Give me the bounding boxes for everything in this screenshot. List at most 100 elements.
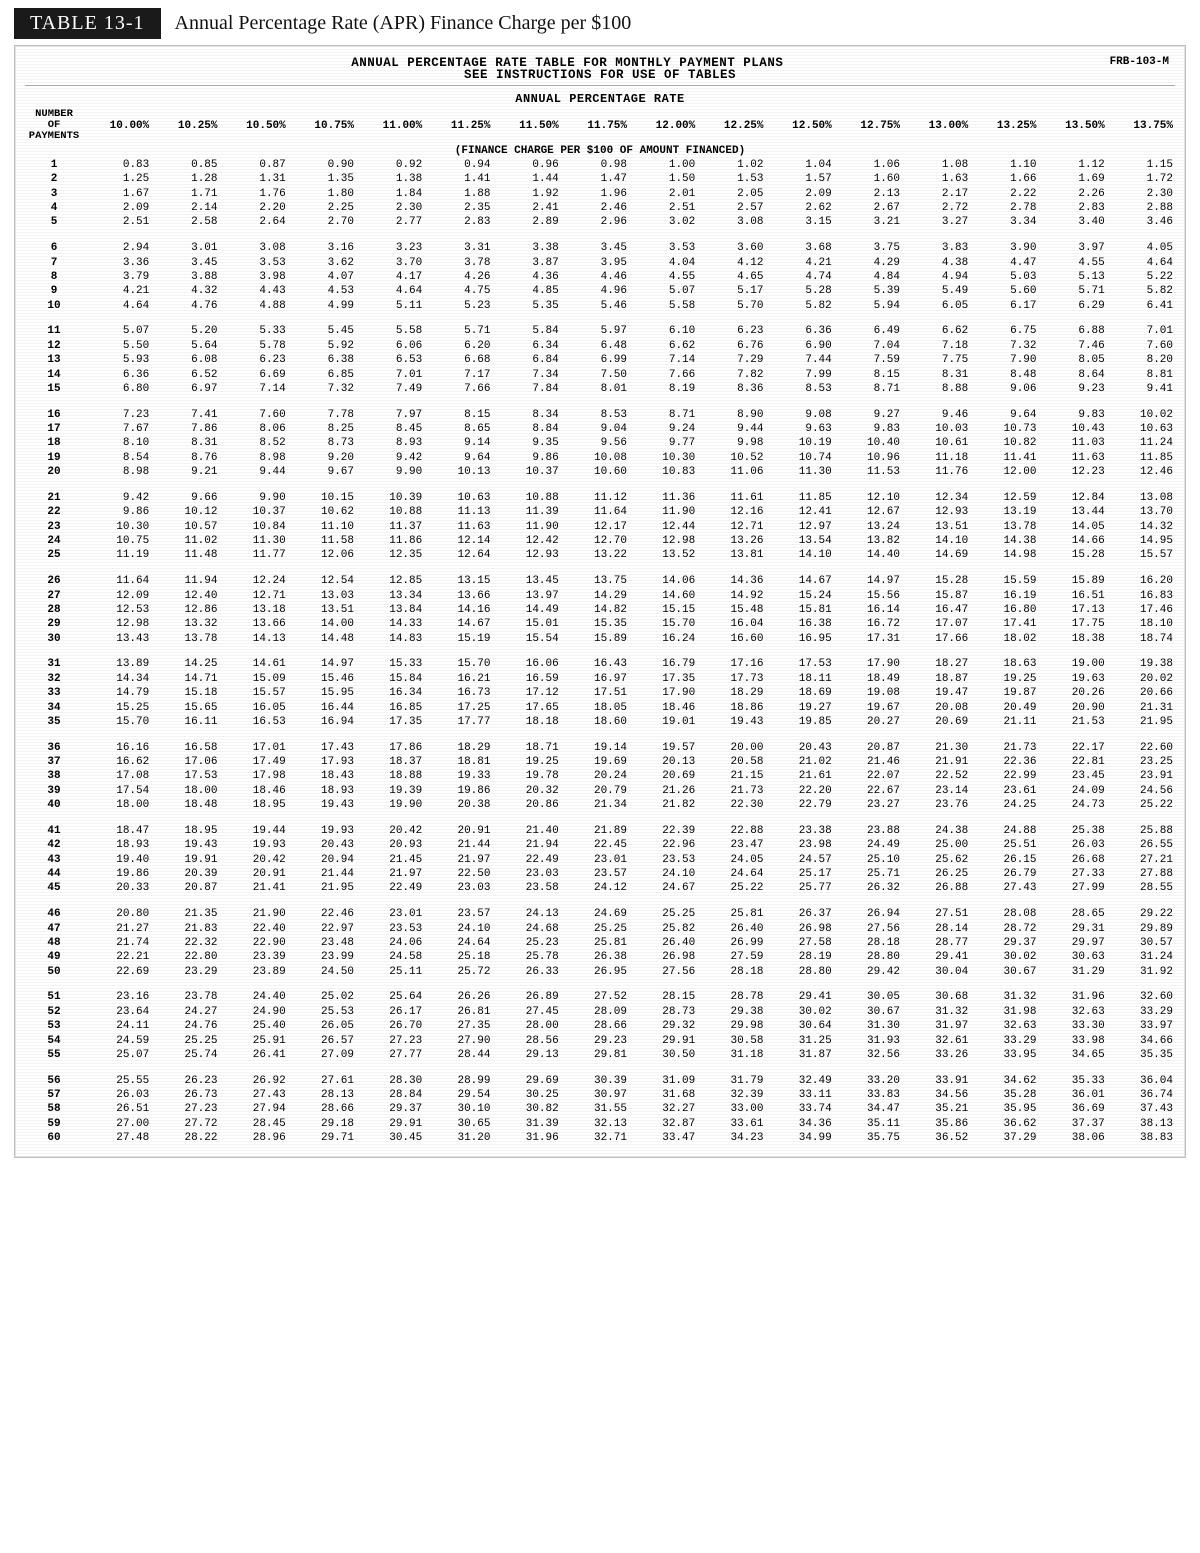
payment-number: 16 (25, 408, 83, 422)
apr-cell: 27.00 (83, 1117, 151, 1131)
apr-cell: 3.34 (970, 215, 1038, 229)
apr-cell: 21.61 (766, 769, 834, 783)
apr-cell: 6.80 (83, 382, 151, 396)
apr-cell: 10.37 (220, 505, 288, 519)
apr-cell: 37.43 (1107, 1102, 1175, 1116)
apr-cell: 5.58 (356, 324, 424, 338)
apr-cell: 25.51 (970, 838, 1038, 852)
apr-cell: 12.42 (493, 534, 561, 548)
apr-cell: 28.66 (288, 1102, 356, 1116)
apr-cell: 30.64 (766, 1019, 834, 1033)
apr-cell: 21.74 (83, 936, 151, 950)
apr-cell: 36.62 (970, 1117, 1038, 1131)
apr-cell: 12.85 (356, 574, 424, 588)
apr-cell: 33.61 (697, 1117, 765, 1131)
apr-cell: 26.26 (424, 990, 492, 1004)
apr-cell: 30.67 (834, 1005, 902, 1019)
apr-cell: 13.26 (697, 534, 765, 548)
apr-cell: 7.34 (493, 367, 561, 381)
apr-cell: 1.31 (220, 172, 288, 186)
apr-cell: 20.02 (1107, 672, 1175, 686)
apr-cell: 26.25 (902, 867, 970, 881)
apr-cell: 12.14 (424, 534, 492, 548)
apr-cell: 33.74 (766, 1102, 834, 1116)
apr-cell: 16.04 (697, 617, 765, 631)
apr-cell: 22.60 (1107, 741, 1175, 755)
apr-cell: 13.51 (288, 603, 356, 617)
payment-number: 31 (25, 657, 83, 671)
apr-cell: 9.46 (902, 408, 970, 422)
apr-cell: 14.79 (83, 686, 151, 700)
apr-cell: 14.49 (493, 603, 561, 617)
apr-cell: 21.26 (629, 784, 697, 798)
apr-cell: 31.93 (834, 1033, 902, 1047)
apr-cell: 4.55 (1039, 255, 1107, 269)
apr-cell: 29.71 (288, 1131, 356, 1145)
apr-cell: 21.82 (629, 798, 697, 812)
apr-cell: 20.94 (288, 853, 356, 867)
apr-cell: 2.67 (834, 201, 902, 215)
apr-cell: 2.88 (1107, 201, 1175, 215)
apr-cell: 26.98 (766, 921, 834, 935)
table-row: 2310.3010.5710.8411.1011.3711.6311.9012.… (25, 520, 1175, 534)
apr-sheet: FRB-103-M ANNUAL PERCENTAGE RATE TABLE F… (14, 45, 1186, 1158)
apr-cell: 4.96 (561, 284, 629, 298)
apr-cell: 3.15 (766, 215, 834, 229)
apr-cell: 23.27 (834, 798, 902, 812)
apr-cell: 3.78 (424, 255, 492, 269)
apr-cell: 14.32 (1107, 520, 1175, 534)
apr-cell: 19.38 (1107, 657, 1175, 671)
apr-cell: 2.14 (151, 201, 219, 215)
apr-cell: 28.80 (834, 950, 902, 964)
apr-cell: 19.33 (424, 769, 492, 783)
apr-cell: 16.20 (1107, 574, 1175, 588)
apr-cell: 27.94 (220, 1102, 288, 1116)
apr-cell: 26.40 (697, 921, 765, 935)
apr-cell: 30.45 (356, 1131, 424, 1145)
apr-cell: 9.64 (970, 408, 1038, 422)
apr-cell: 20.91 (424, 824, 492, 838)
apr-cell: 1.84 (356, 187, 424, 201)
apr-cell: 11.30 (766, 465, 834, 479)
apr-cell: 23.99 (288, 950, 356, 964)
apr-cell: 22.49 (493, 853, 561, 867)
apr-cell: 25.00 (902, 838, 970, 852)
apr-cell: 24.59 (83, 1033, 151, 1047)
apr-cell: 29.13 (493, 1048, 561, 1062)
apr-cell: 30.82 (493, 1102, 561, 1116)
apr-cell: 14.82 (561, 603, 629, 617)
apr-cell: 20.38 (424, 798, 492, 812)
apr-cell: 33.47 (629, 1131, 697, 1145)
apr-cell: 20.27 (834, 715, 902, 729)
apr-cell: 32.49 (766, 1074, 834, 1088)
apr-cell: 14.13 (220, 632, 288, 646)
apr-cell: 17.46 (1107, 603, 1175, 617)
apr-cell: 10.75 (83, 534, 151, 548)
apr-cell: 16.16 (83, 741, 151, 755)
payment-number: 42 (25, 838, 83, 852)
apr-cell: 8.48 (970, 367, 1038, 381)
apr-cell: 13.18 (220, 603, 288, 617)
apr-cell: 21.44 (424, 838, 492, 852)
apr-cell: 19.57 (629, 741, 697, 755)
apr-cell: 28.55 (1107, 881, 1175, 895)
apr-cell: 7.84 (493, 382, 561, 396)
apr-cell: 12.59 (970, 491, 1038, 505)
apr-cell: 9.83 (1039, 408, 1107, 422)
apr-cell: 27.23 (356, 1033, 424, 1047)
apr-cell: 20.33 (83, 881, 151, 895)
apr-cell: 15.33 (356, 657, 424, 671)
apr-cell: 9.90 (356, 465, 424, 479)
apr-cell: 12.67 (834, 505, 902, 519)
apr-cell: 17.08 (83, 769, 151, 783)
apr-cell: 14.92 (697, 588, 765, 602)
apr-cell: 3.95 (561, 255, 629, 269)
rate-header: 10.25% (151, 108, 219, 143)
apr-cell: 4.64 (356, 284, 424, 298)
apr-cell: 10.62 (288, 505, 356, 519)
table-row: 4721.2721.8322.4022.9723.5324.1024.6825.… (25, 921, 1175, 935)
apr-cell: 4.76 (151, 299, 219, 313)
apr-cell: 13.54 (766, 534, 834, 548)
apr-cell: 25.11 (356, 965, 424, 979)
apr-cell: 23.98 (766, 838, 834, 852)
